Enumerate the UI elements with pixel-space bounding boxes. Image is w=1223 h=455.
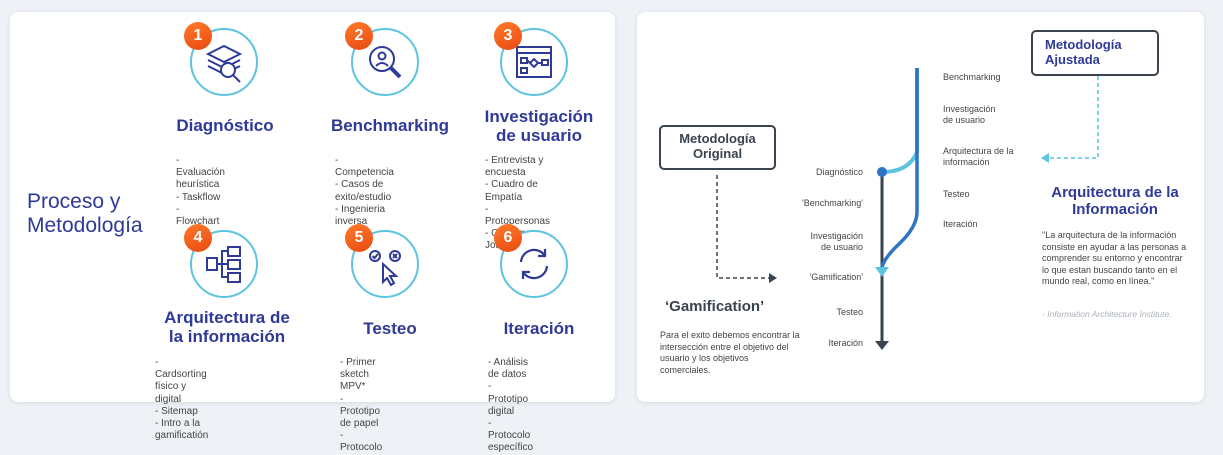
adjusted-step-label: Investigación de usuario [943, 104, 996, 125]
original-step-label: Diagnóstico [815, 167, 863, 177]
step-1-title: Diagnóstico [176, 116, 274, 135]
list-item: - Cardsorting físico y digital [155, 357, 207, 405]
ia-quote: "La arquitectura de la información consi… [1042, 230, 1187, 286]
process-title: Proceso y Metodología [27, 190, 143, 237]
original-step-label: 'Benchmarking' [802, 198, 863, 208]
step-3-badge: 3 [494, 22, 522, 50]
adjusted-step-label: Iteración [943, 219, 978, 229]
gamification-text: Para el exito debemos encontrar la inter… [660, 330, 800, 375]
original-step-label: 'Gamification' [809, 272, 863, 282]
list-item: - Ingenieria inversa [335, 203, 386, 228]
adjusted-methodology-box: Metodología Ajustada [1031, 30, 1159, 76]
magnifier-person-icon [369, 46, 402, 79]
list-item: - Sitemap [155, 405, 198, 417]
list-item: - Protocolo específico [488, 418, 534, 454]
step-2-badge: 2 [345, 22, 373, 50]
step-2-list: - Competencia - Casos de exito/estudio -… [335, 155, 394, 228]
methodology-connectors [716, 68, 1099, 350]
list-item: - Flowchart [176, 203, 220, 228]
step-5-title: Testeo [363, 319, 417, 338]
step-1-list: - Evaluación heurística - Taskflow - Flo… [176, 155, 225, 228]
refresh-icon [519, 248, 549, 280]
list-item: - Primer sketch MPV* [340, 357, 376, 393]
step-2-icon-ring [351, 28, 419, 96]
list-item: - Protopersonas [485, 203, 551, 228]
list-item: - Prototipo digital [488, 381, 529, 417]
adjusted-path-arrowhead [875, 267, 889, 277]
sitemap-icon [206, 246, 241, 283]
flowchart-window-icon [516, 46, 552, 78]
process-panel: Proceso y Metodología 1 Diagnóstico - Ev… [10, 12, 615, 453]
adjusted-step-label: Arquitectura de la información [943, 146, 1014, 167]
original-step-label: Investigación de usuario [810, 231, 863, 252]
list-item: - Prototipo de papel [340, 393, 381, 430]
adjusted-step-label: Benchmarking [943, 72, 1001, 82]
adjusted-path-lower [880, 68, 919, 268]
step-4-title: Arquitectura de la información [164, 308, 290, 346]
original-timeline-arrowhead [875, 341, 889, 350]
original-step-label: Testeo [836, 307, 863, 317]
original-dashed-connector [716, 175, 769, 279]
list-item: - Casos de exito/estudio [335, 179, 392, 203]
list-item: - Intro a la gamificatión [155, 418, 209, 442]
ia-quote-source: - Information Architecture Institute. [1042, 309, 1172, 319]
step-6-list: - Análisis de datos - Prototipo digital … [488, 357, 533, 455]
gamification-title: ‘Gamification’ [665, 298, 765, 315]
original-methodology-box: Metodología Original [659, 125, 776, 170]
adjusted-path-upper [881, 68, 919, 174]
step-4-badge: 4 [184, 224, 212, 252]
ia-title: Arquitectura de la Información [1051, 184, 1179, 218]
original-dashed-arrowhead [769, 273, 777, 283]
step-3-title: Investigación de usuario [484, 107, 594, 145]
cursor-check-icon [369, 250, 401, 287]
step-6-badge: 6 [494, 224, 522, 252]
layers-search-icon [205, 44, 243, 83]
list-item: - Evaluación heurística [176, 155, 225, 191]
adjusted-dashed-connector [1049, 76, 1099, 159]
adjusted-step-label: Testeo [943, 189, 970, 199]
list-item: - Análisis de datos [488, 357, 529, 381]
list-item: - Cuadro de Empatía [485, 179, 538, 203]
list-item: - Entrevista y encuesta [485, 155, 544, 179]
step-1-badge: 1 [184, 22, 212, 50]
adjusted-dashed-arrowhead [1041, 153, 1049, 163]
step-4-list: - Cardsorting físico y digital - Sitemap… [155, 357, 208, 442]
timeline-start-dot [877, 167, 887, 177]
step-5-list: - Primer sketch MPV* - Prototipo de pape… [340, 357, 382, 455]
list-item: - Competencia [335, 155, 394, 179]
step-2-title: Benchmarking [330, 116, 450, 135]
original-step-label: Iteración [828, 338, 863, 348]
methodology-panel: Metodología Original Metodología Ajustad… [637, 12, 1204, 402]
step-5-badge: 5 [345, 224, 373, 252]
list-item: - Taskflow [176, 191, 221, 203]
list-item: - Protocolo [340, 430, 383, 454]
step-6-title: Iteración [503, 319, 575, 338]
